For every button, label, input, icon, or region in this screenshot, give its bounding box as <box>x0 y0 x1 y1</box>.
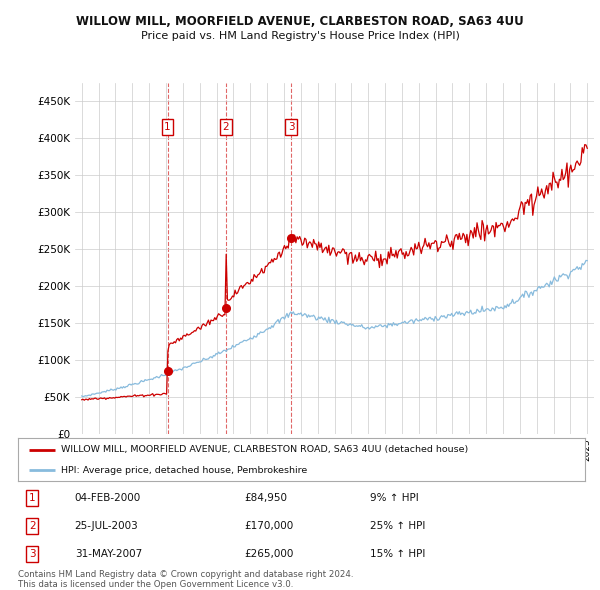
Text: HPI: Average price, detached house, Pembrokeshire: HPI: Average price, detached house, Pemb… <box>61 466 307 474</box>
Text: 31-MAY-2007: 31-MAY-2007 <box>75 549 142 559</box>
Text: 04-FEB-2000: 04-FEB-2000 <box>75 493 141 503</box>
Text: 2: 2 <box>223 122 229 132</box>
Text: Contains HM Land Registry data © Crown copyright and database right 2024.
This d: Contains HM Land Registry data © Crown c… <box>18 570 353 589</box>
Text: £170,000: £170,000 <box>245 521 294 531</box>
Text: £84,950: £84,950 <box>245 493 288 503</box>
Text: WILLOW MILL, MOORFIELD AVENUE, CLARBESTON ROAD, SA63 4UU (detached house): WILLOW MILL, MOORFIELD AVENUE, CLARBESTO… <box>61 445 468 454</box>
Text: 25-JUL-2003: 25-JUL-2003 <box>75 521 139 531</box>
Text: 3: 3 <box>29 549 35 559</box>
Text: 9% ↑ HPI: 9% ↑ HPI <box>370 493 418 503</box>
Text: 2: 2 <box>29 521 35 531</box>
Text: 1: 1 <box>164 122 171 132</box>
Text: £265,000: £265,000 <box>245 549 294 559</box>
Text: Price paid vs. HM Land Registry's House Price Index (HPI): Price paid vs. HM Land Registry's House … <box>140 31 460 41</box>
Text: 15% ↑ HPI: 15% ↑ HPI <box>370 549 425 559</box>
Text: 3: 3 <box>288 122 295 132</box>
Text: WILLOW MILL, MOORFIELD AVENUE, CLARBESTON ROAD, SA63 4UU: WILLOW MILL, MOORFIELD AVENUE, CLARBESTO… <box>76 15 524 28</box>
Text: 1: 1 <box>29 493 35 503</box>
Text: 25% ↑ HPI: 25% ↑ HPI <box>370 521 425 531</box>
